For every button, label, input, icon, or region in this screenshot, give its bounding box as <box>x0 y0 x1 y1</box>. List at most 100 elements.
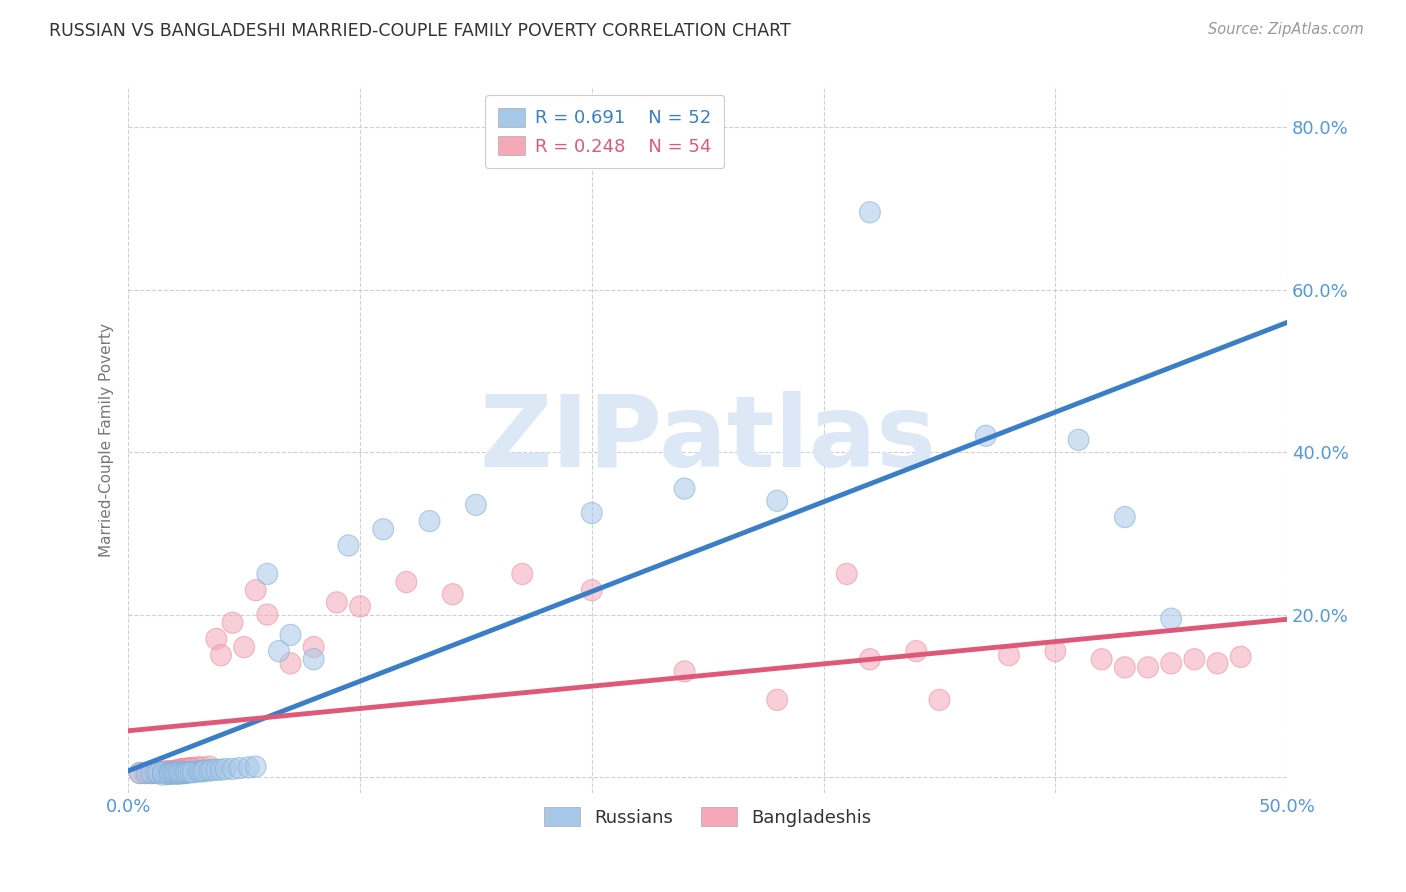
Ellipse shape <box>419 510 440 532</box>
Ellipse shape <box>443 583 463 605</box>
Ellipse shape <box>153 764 173 785</box>
Ellipse shape <box>373 518 394 540</box>
Ellipse shape <box>1208 653 1227 674</box>
Ellipse shape <box>169 762 190 783</box>
Ellipse shape <box>150 761 172 782</box>
Ellipse shape <box>162 761 183 782</box>
Ellipse shape <box>136 763 157 784</box>
Text: RUSSIAN VS BANGLADESHI MARRIED-COUPLE FAMILY POVERTY CORRELATION CHART: RUSSIAN VS BANGLADESHI MARRIED-COUPLE FA… <box>49 22 792 40</box>
Ellipse shape <box>139 762 159 783</box>
Ellipse shape <box>269 640 290 662</box>
Ellipse shape <box>211 645 232 665</box>
Ellipse shape <box>201 759 222 780</box>
Ellipse shape <box>766 491 787 511</box>
Ellipse shape <box>581 502 602 524</box>
Y-axis label: Married-Couple Family Poverty: Married-Couple Family Poverty <box>100 323 114 557</box>
Ellipse shape <box>134 763 155 784</box>
Ellipse shape <box>146 763 166 784</box>
Ellipse shape <box>304 648 325 670</box>
Ellipse shape <box>245 756 266 777</box>
Ellipse shape <box>187 761 208 782</box>
Ellipse shape <box>166 763 187 784</box>
Ellipse shape <box>1069 429 1088 450</box>
Ellipse shape <box>141 763 162 784</box>
Ellipse shape <box>859 202 880 223</box>
Ellipse shape <box>766 690 787 711</box>
Ellipse shape <box>193 761 212 782</box>
Ellipse shape <box>337 535 359 556</box>
Ellipse shape <box>280 624 301 646</box>
Ellipse shape <box>215 758 236 780</box>
Ellipse shape <box>148 762 169 783</box>
Ellipse shape <box>180 757 201 779</box>
Ellipse shape <box>1184 648 1205 670</box>
Ellipse shape <box>233 637 254 657</box>
Ellipse shape <box>512 564 533 584</box>
Ellipse shape <box>129 763 150 784</box>
Ellipse shape <box>205 628 226 649</box>
Ellipse shape <box>465 494 486 516</box>
Ellipse shape <box>211 759 232 780</box>
Ellipse shape <box>198 756 219 777</box>
Ellipse shape <box>162 763 183 784</box>
Ellipse shape <box>976 425 997 446</box>
Ellipse shape <box>183 762 204 783</box>
Ellipse shape <box>143 762 165 783</box>
Text: ZIPatlas: ZIPatlas <box>479 392 936 488</box>
Ellipse shape <box>165 762 186 783</box>
Ellipse shape <box>1161 608 1181 629</box>
Ellipse shape <box>205 759 226 780</box>
Ellipse shape <box>257 564 278 584</box>
Ellipse shape <box>905 640 927 662</box>
Ellipse shape <box>239 756 259 778</box>
Ellipse shape <box>673 478 695 500</box>
Ellipse shape <box>153 762 173 783</box>
Ellipse shape <box>172 763 193 784</box>
Ellipse shape <box>1045 640 1066 662</box>
Ellipse shape <box>165 764 186 784</box>
Ellipse shape <box>179 757 198 779</box>
Ellipse shape <box>153 762 173 783</box>
Ellipse shape <box>176 762 197 783</box>
Ellipse shape <box>146 762 166 783</box>
Ellipse shape <box>187 756 208 778</box>
Ellipse shape <box>1137 657 1159 678</box>
Ellipse shape <box>193 756 212 778</box>
Ellipse shape <box>165 760 186 781</box>
Ellipse shape <box>1115 657 1135 678</box>
Ellipse shape <box>1161 653 1181 674</box>
Ellipse shape <box>141 763 162 784</box>
Ellipse shape <box>581 580 602 601</box>
Ellipse shape <box>222 758 243 780</box>
Ellipse shape <box>859 648 880 670</box>
Ellipse shape <box>129 763 150 784</box>
Ellipse shape <box>169 764 190 784</box>
Ellipse shape <box>304 637 325 657</box>
Ellipse shape <box>190 761 211 782</box>
Ellipse shape <box>148 763 169 784</box>
Ellipse shape <box>173 763 194 784</box>
Ellipse shape <box>173 758 194 780</box>
Text: Source: ZipAtlas.com: Source: ZipAtlas.com <box>1208 22 1364 37</box>
Ellipse shape <box>180 762 201 783</box>
Ellipse shape <box>673 661 695 682</box>
Ellipse shape <box>176 763 197 784</box>
Ellipse shape <box>837 564 858 584</box>
Ellipse shape <box>155 761 176 782</box>
Ellipse shape <box>157 764 179 784</box>
Legend: Russians, Bangladeshis: Russians, Bangladeshis <box>537 800 879 834</box>
Ellipse shape <box>350 596 370 617</box>
Ellipse shape <box>326 591 347 613</box>
Ellipse shape <box>1230 646 1251 667</box>
Ellipse shape <box>222 612 243 633</box>
Ellipse shape <box>172 758 193 780</box>
Ellipse shape <box>257 604 278 625</box>
Ellipse shape <box>929 690 950 711</box>
Ellipse shape <box>183 757 204 779</box>
Ellipse shape <box>179 762 198 783</box>
Ellipse shape <box>1115 507 1135 528</box>
Ellipse shape <box>176 758 197 780</box>
Ellipse shape <box>169 759 190 780</box>
Ellipse shape <box>1091 648 1112 670</box>
Ellipse shape <box>159 761 180 782</box>
